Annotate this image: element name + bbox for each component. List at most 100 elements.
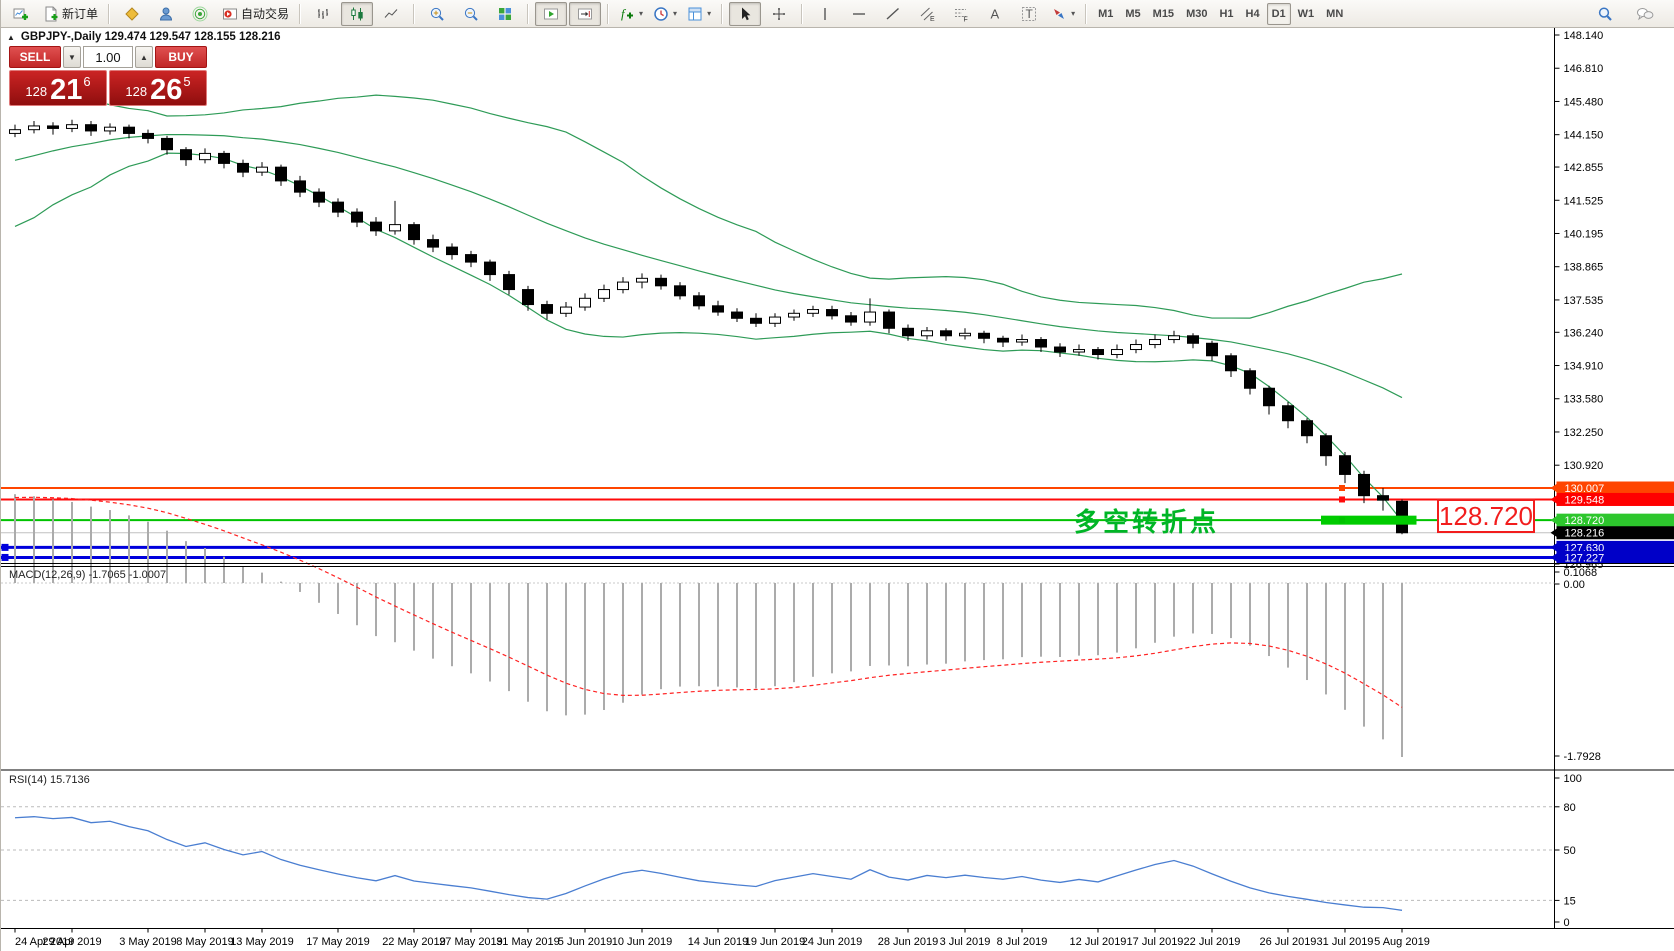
- tab-timeframe-h4[interactable]: H4: [1245, 7, 1260, 20]
- tab-timeframe-mn[interactable]: MN: [1326, 7, 1344, 20]
- volume-decrease-button[interactable]: ▼: [63, 46, 81, 68]
- cursor-icon: [742, 7, 751, 20]
- candle-body: [731, 311, 743, 319]
- svg-text:T: T: [1026, 7, 1034, 21]
- chevron-down-icon: ▾: [639, 9, 644, 18]
- svg-text:F: F: [964, 16, 968, 22]
- trendline-button[interactable]: [877, 2, 909, 26]
- line-handle[interactable]: [1, 553, 9, 561]
- time-axis-date-label: 5 Jun 2019: [558, 936, 612, 948]
- tab-timeframe-h1[interactable]: H1: [1219, 7, 1234, 20]
- periods-button[interactable]: ▾: [649, 2, 681, 26]
- candle-body: [275, 166, 287, 182]
- text-label-button[interactable]: T: [1013, 2, 1045, 26]
- bar-chart-button[interactable]: [307, 2, 339, 26]
- tab-timeframe-m5[interactable]: M5: [1125, 7, 1141, 20]
- macd-axis-label: 0.1068: [1564, 567, 1598, 579]
- fibonacci-button[interactable]: F: [945, 2, 977, 26]
- tab-timeframe-m1[interactable]: M1: [1098, 7, 1114, 20]
- buy-button[interactable]: BUY: [155, 46, 207, 68]
- panel-collapse-toggle[interactable]: ▲: [7, 32, 15, 42]
- indicators-button[interactable]: f ▾: [615, 2, 647, 26]
- price-tag-box[interactable]: 128.720: [1437, 499, 1535, 533]
- candle-body: [1301, 420, 1313, 437]
- price-axis-tick-label: 138.865: [1564, 262, 1604, 274]
- time-axis-date-label: 31 Jul 2019: [1317, 936, 1374, 948]
- profile-icon-button[interactable]: [150, 2, 182, 26]
- time-axis-date-label: 8 Jul 2019: [997, 936, 1048, 948]
- indicators-icon: f: [621, 6, 634, 21]
- line-handle[interactable]: [1339, 517, 1345, 524]
- volume-input[interactable]: [83, 46, 133, 68]
- cursor-button[interactable]: [729, 1, 762, 26]
- chart-shift-button[interactable]: [569, 1, 602, 26]
- candle-body: [655, 277, 667, 287]
- buy-price-tile[interactable]: 128 26 5: [109, 70, 207, 106]
- tab-timeframe-m15[interactable]: M15: [1152, 7, 1175, 20]
- gold-icon-button[interactable]: [116, 2, 148, 26]
- candle-body: [408, 224, 420, 241]
- crosshair-button[interactable]: [763, 2, 795, 26]
- rsi-axis-label: 15: [1564, 895, 1576, 907]
- chat-button[interactable]: [1629, 2, 1661, 26]
- candle-body: [1130, 344, 1142, 351]
- macd-axis-label: 0.00: [1564, 579, 1585, 591]
- text-icon: A: [991, 6, 1000, 21]
- price-axis-tick-label: 132.250: [1564, 427, 1604, 439]
- auto-trading-button[interactable]: 自动交易: [218, 2, 293, 26]
- volume-increase-button[interactable]: ▲: [135, 46, 153, 68]
- line-chart-button[interactable]: [375, 2, 407, 26]
- horizontal-line-icon: [853, 12, 866, 15]
- svg-text:f: f: [621, 6, 627, 21]
- sell-button[interactable]: SELL: [9, 46, 61, 68]
- candle-body: [1092, 349, 1104, 356]
- candle-body: [142, 132, 154, 139]
- horizontal-line-button[interactable]: [843, 2, 875, 26]
- templates-button[interactable]: ▾: [683, 2, 715, 26]
- turning-point-segment[interactable]: [1321, 515, 1417, 525]
- signal-icon-button[interactable]: [184, 2, 216, 26]
- candle-body: [465, 254, 477, 263]
- rsi-indicator-label: RSI(14) 15.7136: [9, 774, 90, 786]
- candle-body: [1320, 435, 1332, 457]
- channel-button[interactable]: E: [911, 2, 943, 26]
- zoom-in-button[interactable]: [421, 2, 453, 26]
- time-axis-date-label: 10 Jun 2019: [612, 936, 673, 948]
- arrows-button[interactable]: ▾: [1047, 2, 1079, 26]
- tab-timeframe-m30[interactable]: M30: [1186, 7, 1208, 20]
- line-handle[interactable]: [1339, 485, 1345, 492]
- line-handle[interactable]: [1, 543, 9, 551]
- candle-body: [389, 224, 401, 232]
- arrow-objects-icon: [1054, 8, 1065, 19]
- price-axis-tick-label: 133.580: [1564, 394, 1604, 406]
- candlestick-chart-button[interactable]: [341, 1, 374, 26]
- line-handle[interactable]: [1339, 496, 1345, 503]
- price-axis-tick-label: 145.480: [1564, 96, 1604, 108]
- auto-scroll-button[interactable]: [535, 1, 568, 26]
- search-button[interactable]: [1589, 2, 1621, 26]
- turning-point-annotation[interactable]: 多空转折点: [1074, 507, 1220, 537]
- candlestick-chart-icon: [351, 7, 363, 20]
- new-chart-button[interactable]: [5, 2, 37, 26]
- new-order-button[interactable]: 新订单: [39, 2, 102, 26]
- toolbar-separator: [299, 3, 302, 24]
- signal-icon: [192, 6, 208, 21]
- tile-windows-button[interactable]: [489, 2, 521, 26]
- time-axis-date-label: 24 Jun 2019: [802, 936, 863, 948]
- tab-timeframe-d1[interactable]: D1: [1266, 2, 1291, 25]
- candle-body: [959, 332, 971, 337]
- time-axis-date-label: 8 May 2019: [176, 936, 233, 948]
- text-button[interactable]: A: [979, 2, 1011, 26]
- candle-body: [617, 281, 629, 291]
- buy-price-pip: 5: [183, 74, 191, 89]
- candle-body: [826, 309, 838, 317]
- zoom-out-button[interactable]: [455, 2, 487, 26]
- toolbar: 新订单 自动交易: [1, 0, 1674, 28]
- tab-timeframe-w1[interactable]: W1: [1297, 7, 1315, 20]
- sell-price-tile[interactable]: 128 21 6: [9, 70, 107, 106]
- candle-body: [636, 277, 648, 283]
- price-label-text: 128.720: [1565, 515, 1605, 527]
- vertical-line-button[interactable]: [809, 2, 841, 26]
